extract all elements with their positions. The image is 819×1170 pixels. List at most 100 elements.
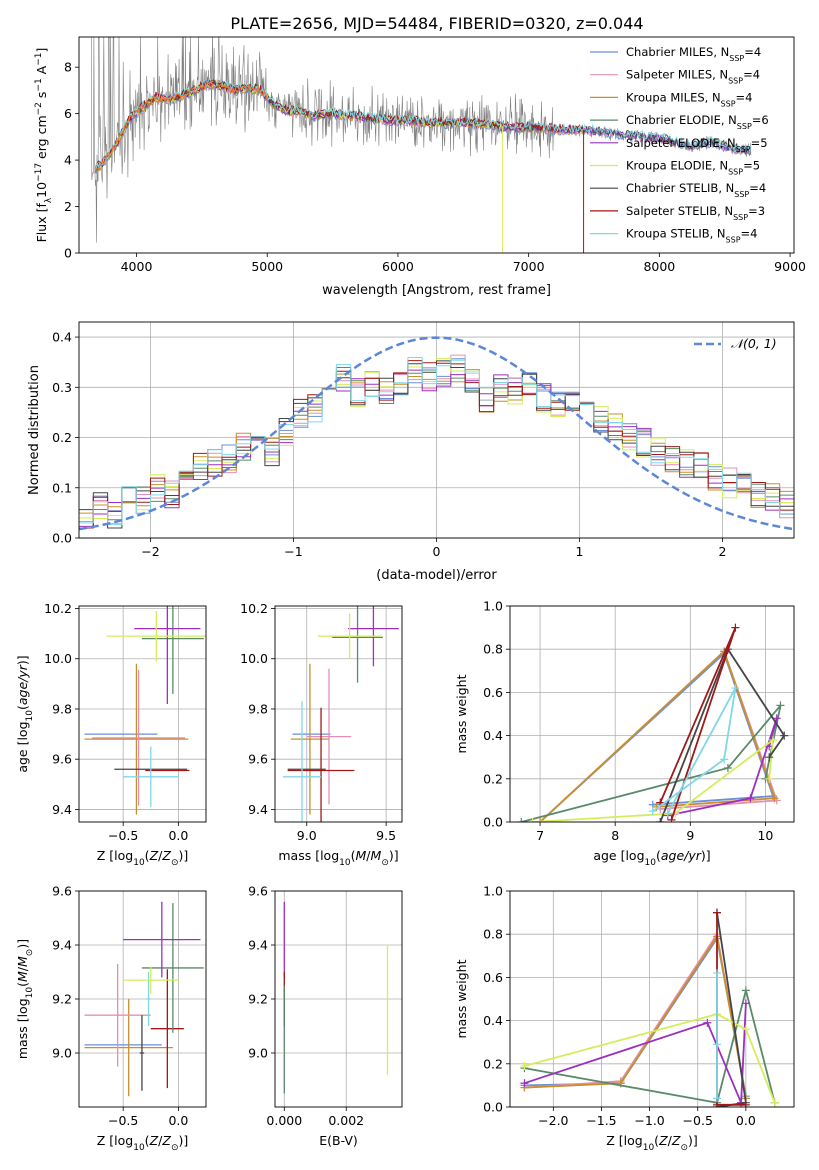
legend-label: Salpeter STELIB, NSSP=3 bbox=[626, 204, 765, 222]
plot-area bbox=[79, 336, 794, 531]
weight-line-salpeter-elodie bbox=[524, 1003, 747, 1104]
spectrum-panel: 4000 5000 6000 7000 8000 9000 0 2 4 6 8 wavelength … bbox=[34, 36, 806, 298]
legend-label: Salpeter MILES, NSSP=4 bbox=[626, 68, 760, 86]
weight-marker bbox=[765, 753, 774, 762]
legend-label: Salpeter ELODIE, NSSP=5 bbox=[626, 136, 768, 154]
x-tick-label: 1 bbox=[576, 544, 584, 559]
x-tick-label: −2.0 bbox=[538, 1113, 568, 1128]
histogram-salpeter-stelib bbox=[79, 360, 794, 529]
weight-line-chabrier-stelib bbox=[659, 647, 786, 822]
legend-label: Kroupa STELIB, NSSP=4 bbox=[626, 227, 757, 245]
weight-line-kroupa-elodie bbox=[524, 1013, 776, 1104]
axes-frame bbox=[509, 605, 795, 823]
histogram-salpeter-elodie bbox=[79, 369, 794, 527]
x-axis-label: age [log10(age/yr)] bbox=[593, 848, 710, 868]
x-axis-label: (data-model)/error bbox=[376, 568, 497, 583]
y-tick-label: 9.2 bbox=[52, 992, 72, 1007]
y-tick-label: 4 bbox=[64, 153, 72, 168]
y-tick-label: 9.6 bbox=[248, 884, 268, 899]
weight-marker bbox=[517, 818, 526, 822]
weight-marker bbox=[741, 999, 750, 1008]
weight-line-salpeter-miles bbox=[539, 649, 778, 822]
y-tick-label: 9.8 bbox=[248, 701, 268, 716]
x-tick-label: 7000 bbox=[513, 259, 545, 274]
weight-marker bbox=[720, 755, 729, 764]
y-tick-label: 9.2 bbox=[248, 992, 268, 1007]
legend-label: Chabrier ELODIE, NSSP=6 bbox=[626, 113, 769, 131]
weight-marker bbox=[770, 794, 779, 803]
y-tick-label: 1.0 bbox=[483, 599, 503, 614]
x-tick-label: 7 bbox=[536, 828, 544, 843]
weight-marker bbox=[703, 1018, 712, 1027]
y-tick-label: 8 bbox=[64, 60, 72, 75]
weight-line-salpeter-elodie bbox=[667, 718, 778, 817]
y-tick-label: 0.0 bbox=[483, 1100, 503, 1115]
x-tick-label: 6000 bbox=[382, 259, 414, 274]
x-tick-label: 0 bbox=[433, 544, 441, 559]
weight-marker bbox=[731, 623, 740, 632]
x-tick-label: 8 bbox=[611, 828, 619, 843]
weight-marker bbox=[723, 764, 732, 772]
y-tick-label: 0.6 bbox=[483, 685, 503, 700]
y-tick-label: 10.2 bbox=[240, 601, 268, 616]
mass-vs-ebv-panel: 0.000 0.002 9.0 9.2 9.4 9.6 E(B-V) bbox=[248, 884, 403, 1148]
y-tick-label: 0.1 bbox=[52, 480, 72, 495]
x-tick-label: −0.5 bbox=[108, 1113, 138, 1128]
x-tick-label: 0.002 bbox=[328, 1113, 364, 1128]
model-line-kroupa-stelib bbox=[94, 77, 752, 171]
weight-marker bbox=[656, 818, 665, 822]
axes-frame bbox=[274, 890, 403, 1108]
weight-line-kroupa-miles bbox=[524, 934, 747, 1099]
y-axis-label: age [log10(age/yr)] bbox=[15, 655, 35, 772]
legend-label: Chabrier STELIB, NSSP=4 bbox=[626, 181, 766, 199]
weight-marker bbox=[780, 731, 789, 740]
plot-area bbox=[517, 623, 789, 822]
y-tick-label: 0.4 bbox=[483, 728, 503, 743]
legend-label: Kroupa MILES, NSSP=4 bbox=[626, 90, 752, 108]
x-tick-label: 0.0 bbox=[168, 1113, 188, 1128]
y-tick-label: 0.0 bbox=[483, 815, 503, 830]
plot-area bbox=[84, 606, 206, 815]
plot-area bbox=[520, 908, 779, 1107]
x-tick-label: 5000 bbox=[251, 259, 283, 274]
plot-area bbox=[91, 37, 752, 253]
axes-frame bbox=[78, 605, 207, 823]
legend-label: 𝒩(0, 1) bbox=[731, 336, 777, 351]
y-tick-label: 0 bbox=[64, 246, 72, 261]
x-tick-label: 9.5 bbox=[376, 828, 396, 843]
x-axis-label: wavelength [Angstrom, rest frame] bbox=[322, 283, 551, 298]
y-axis-label: mass [log10(M/M⊙)] bbox=[15, 939, 35, 1059]
weight-line-kroupa-stelib bbox=[652, 687, 737, 814]
weight-marker bbox=[768, 735, 777, 744]
y-tick-label: 0.4 bbox=[52, 330, 72, 345]
y-tick-label: 0.4 bbox=[483, 1013, 503, 1028]
x-tick-label: 0.000 bbox=[266, 1113, 302, 1128]
y-tick-label: 0.3 bbox=[52, 380, 72, 395]
y-axis-label: Flux [fλ10−17 erg cm−2 s−1 A−1] bbox=[34, 48, 54, 243]
x-tick-label: −1.0 bbox=[634, 1113, 664, 1128]
weight-vs-z-panel: −2.0 −1.5 −1.0 −0.5 0.0 0.0 0.2 0.4 0.6 0.8 1.0 Z [… bbox=[454, 884, 795, 1153]
weight-marker bbox=[648, 807, 657, 816]
legend-label: Chabrier MILES, NSSP=4 bbox=[626, 45, 761, 63]
weight-marker bbox=[731, 684, 740, 693]
weight-marker bbox=[528, 818, 537, 822]
y-tick-label: 9.4 bbox=[52, 938, 72, 953]
y-tick-label: 0.0 bbox=[52, 531, 72, 546]
y-tick-label: 9.4 bbox=[248, 938, 268, 953]
x-tick-label: 9 bbox=[686, 828, 694, 843]
y-axis-label: mass weight bbox=[454, 959, 469, 1038]
axes-frame bbox=[78, 36, 795, 254]
weight-line-chabrier-elodie bbox=[524, 990, 776, 1104]
y-tick-label: 0.2 bbox=[483, 771, 503, 786]
y-tick-label: 6 bbox=[64, 106, 72, 121]
weight-marker bbox=[536, 818, 545, 822]
weight-marker bbox=[741, 1025, 750, 1034]
x-tick-label: 9000 bbox=[774, 259, 806, 274]
weight-marker bbox=[772, 714, 781, 723]
axes-frame bbox=[509, 890, 795, 1108]
x-tick-label: 4000 bbox=[121, 259, 153, 274]
y-tick-label: 0.2 bbox=[52, 430, 72, 445]
axes-frame bbox=[78, 890, 207, 1108]
x-axis-label: Z [log10(Z/Z⊙)] bbox=[97, 1133, 189, 1153]
gaussian-curve bbox=[79, 336, 794, 531]
